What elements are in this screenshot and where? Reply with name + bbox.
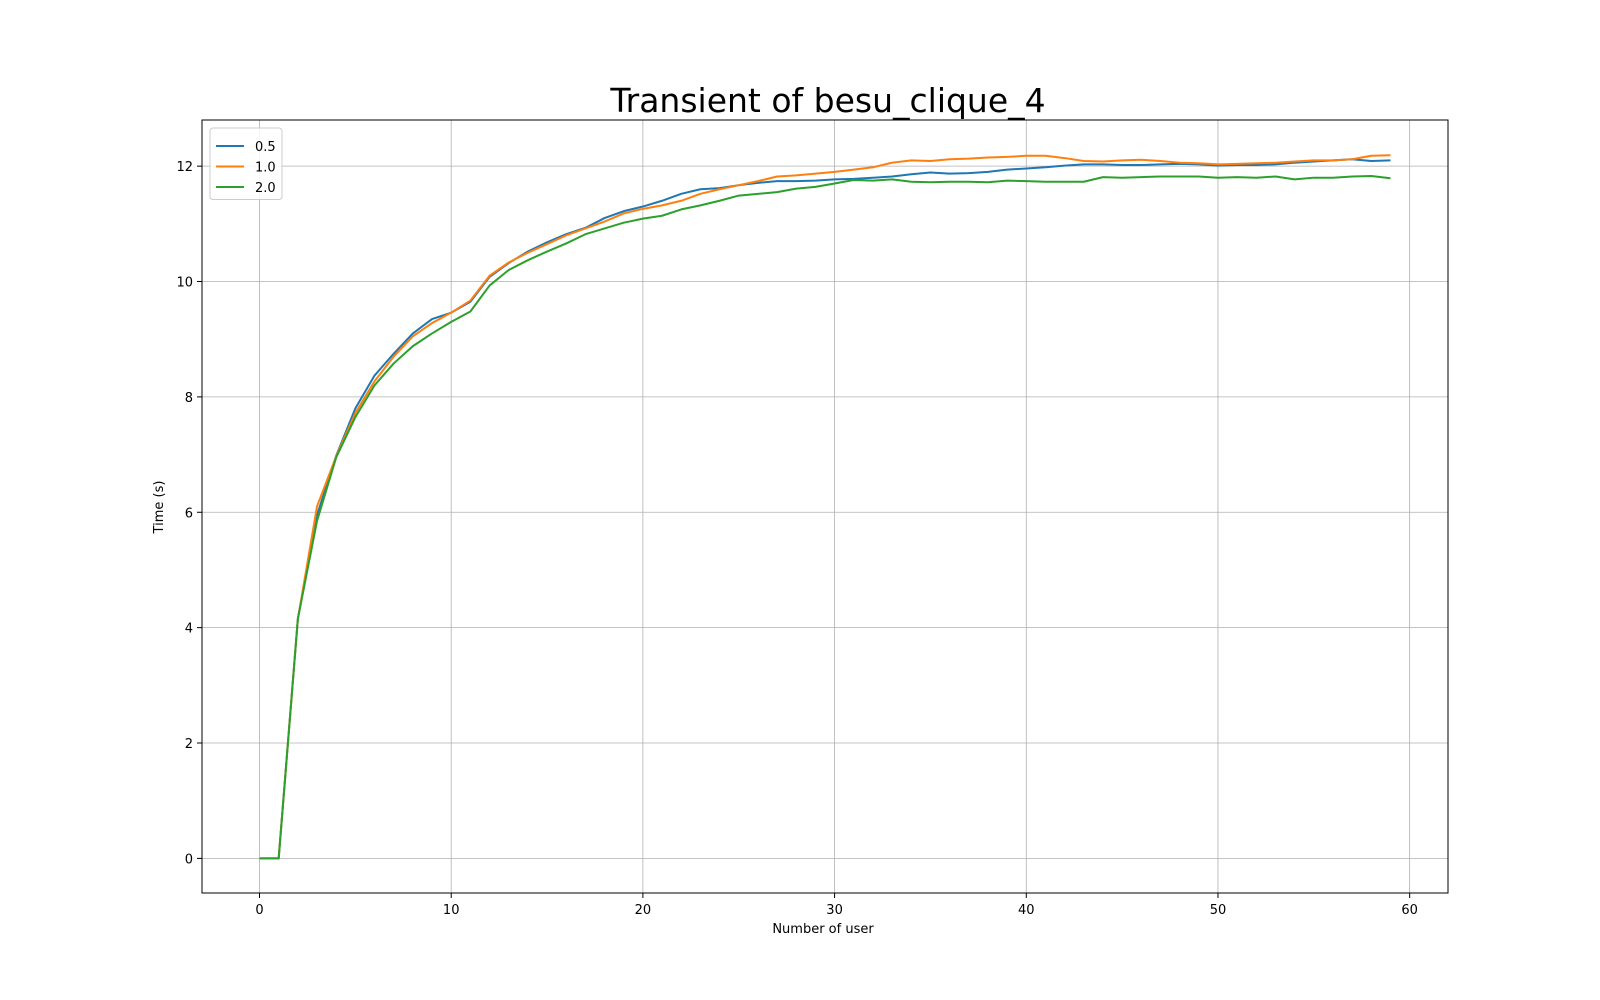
y-tick-label: 6 bbox=[185, 506, 193, 521]
y-tick-label: 4 bbox=[185, 622, 193, 637]
chart-title: Transient of besu_clique_4 bbox=[609, 81, 1045, 120]
legend-label-1.0: 1.0 bbox=[255, 161, 276, 176]
y-axis: 0 2 4 6 8 10 12 bbox=[176, 160, 202, 867]
y-tick-label: 12 bbox=[176, 160, 193, 175]
x-tick-label: 40 bbox=[1018, 903, 1035, 918]
x-tick-label: 10 bbox=[443, 903, 460, 918]
grid bbox=[202, 120, 1448, 893]
series-line-1.0 bbox=[259, 154, 1391, 860]
series-layer bbox=[259, 154, 1391, 860]
y-tick-label: 0 bbox=[185, 852, 193, 867]
x-axis: 0 10 20 30 40 50 60 bbox=[255, 893, 1418, 918]
x-tick-label: 30 bbox=[826, 903, 843, 918]
legend-label-0.5: 0.5 bbox=[255, 140, 276, 155]
y-tick-label: 2 bbox=[185, 737, 193, 752]
plot-frame bbox=[201, 119, 1449, 894]
series-line-2.0 bbox=[259, 174, 1391, 860]
x-tick-label: 20 bbox=[635, 903, 652, 918]
y-tick-label: 8 bbox=[185, 391, 193, 406]
legend-label-2.0: 2.0 bbox=[255, 181, 276, 196]
legend: 0.5 1.0 2.0 bbox=[209, 127, 283, 200]
x-tick-label: 50 bbox=[1210, 903, 1227, 918]
y-axis-label: Time (s) bbox=[152, 481, 167, 535]
y-tick-label: 10 bbox=[176, 276, 193, 291]
x-tick-label: 60 bbox=[1401, 903, 1418, 918]
x-axis-label: Number of user bbox=[772, 922, 874, 937]
x-tick-label: 0 bbox=[255, 903, 263, 918]
